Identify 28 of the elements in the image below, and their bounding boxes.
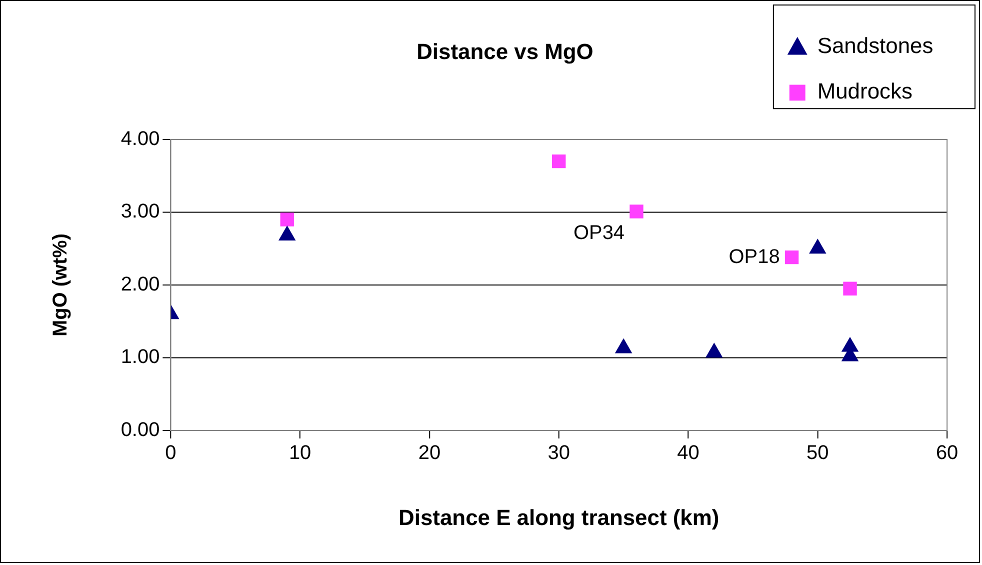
annotation: OP34: [574, 222, 625, 244]
y-tick-label: 0.00: [120, 418, 160, 441]
point: [706, 343, 722, 358]
point: [809, 239, 826, 254]
x-tick-label: 10: [288, 442, 312, 464]
x-tick-label: 30: [548, 442, 570, 464]
x-tick-label: 20: [418, 442, 441, 464]
x-tick-label: 60: [936, 442, 958, 464]
y-tick-label: 4.00: [120, 128, 160, 150]
x-tick-label: 50: [806, 442, 829, 464]
y-tick-label: 1.00: [120, 346, 160, 368]
y-tick-label: 3.00: [120, 200, 160, 223]
x-tick-label: 0: [165, 442, 176, 464]
chart-title: Distance vs MgO: [416, 38, 594, 64]
x-tick-label: 40: [677, 442, 700, 464]
y-axis-title: MgO (wt%): [49, 234, 72, 336]
legend-label: Sandstones: [817, 32, 934, 58]
point: [843, 282, 857, 296]
legend-label: Mudrocks: [817, 78, 912, 104]
y-tick-label: 2.00: [120, 273, 160, 296]
point: [280, 212, 294, 226]
point: [615, 338, 632, 354]
point: [630, 204, 644, 218]
point: [278, 226, 296, 241]
point: [552, 154, 566, 168]
x-axis-title: Distance E along transect (km): [398, 505, 720, 530]
point: [784, 250, 799, 264]
annotation: OP18: [728, 246, 780, 268]
